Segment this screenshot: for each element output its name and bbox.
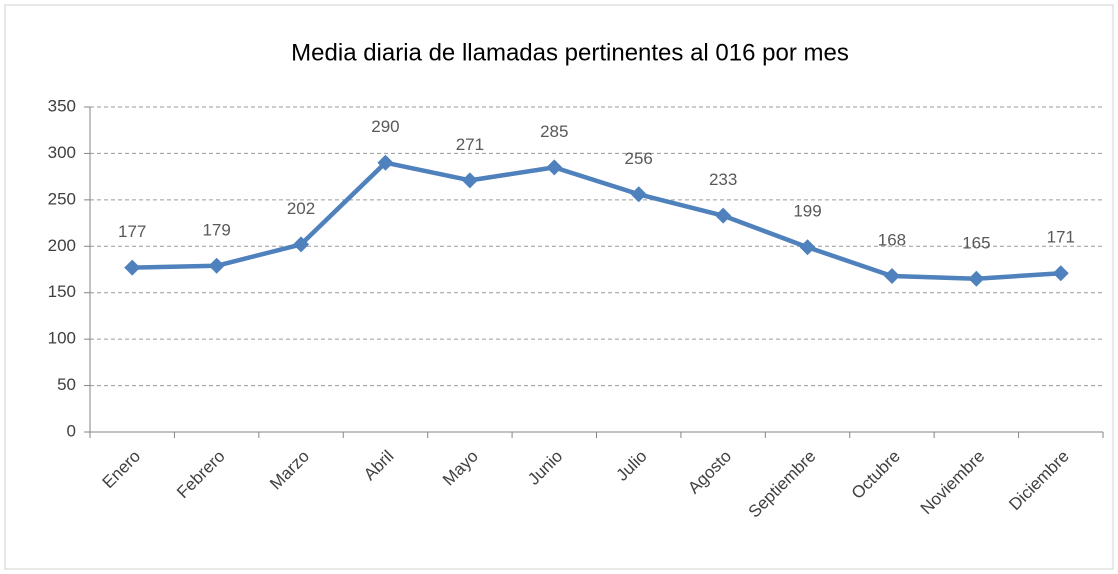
data-marker (208, 257, 225, 274)
data-marker (715, 207, 732, 224)
y-tick-label: 250 (48, 189, 76, 208)
data-marker (630, 186, 647, 203)
y-tick-label: 300 (48, 143, 76, 162)
chart-border (4, 4, 1114, 570)
data-label: 168 (878, 230, 906, 249)
data-marker (1052, 265, 1069, 282)
data-marker (461, 172, 478, 189)
y-tick-label: 350 (48, 96, 76, 115)
data-label: 256 (625, 149, 653, 168)
data-label: 199 (793, 202, 821, 221)
data-marker (968, 270, 985, 287)
y-tick-label: 50 (57, 375, 76, 394)
data-label: 179 (202, 220, 230, 239)
y-tick-label: 200 (48, 236, 76, 255)
data-label: 202 (287, 199, 315, 218)
data-line (132, 160, 1061, 282)
chart-title: Media diaria de llamadas pertinentes al … (291, 39, 849, 66)
y-tick-label: 150 (48, 282, 76, 301)
data-label: 171 (1047, 228, 1075, 247)
data-marker (377, 154, 394, 171)
data-marker (546, 159, 563, 176)
data-label: 290 (371, 117, 399, 136)
data-label: 285 (540, 122, 568, 141)
data-marker (124, 259, 141, 276)
data-marker (293, 236, 310, 253)
data-marker (799, 239, 816, 256)
data-label: 165 (962, 233, 990, 252)
data-marker (883, 268, 900, 284)
data-label: 271 (456, 135, 484, 154)
data-label: 233 (709, 170, 737, 189)
y-tick-label: 100 (48, 329, 76, 348)
data-label: 177 (118, 222, 146, 241)
y-tick-label: 0 (67, 421, 76, 440)
